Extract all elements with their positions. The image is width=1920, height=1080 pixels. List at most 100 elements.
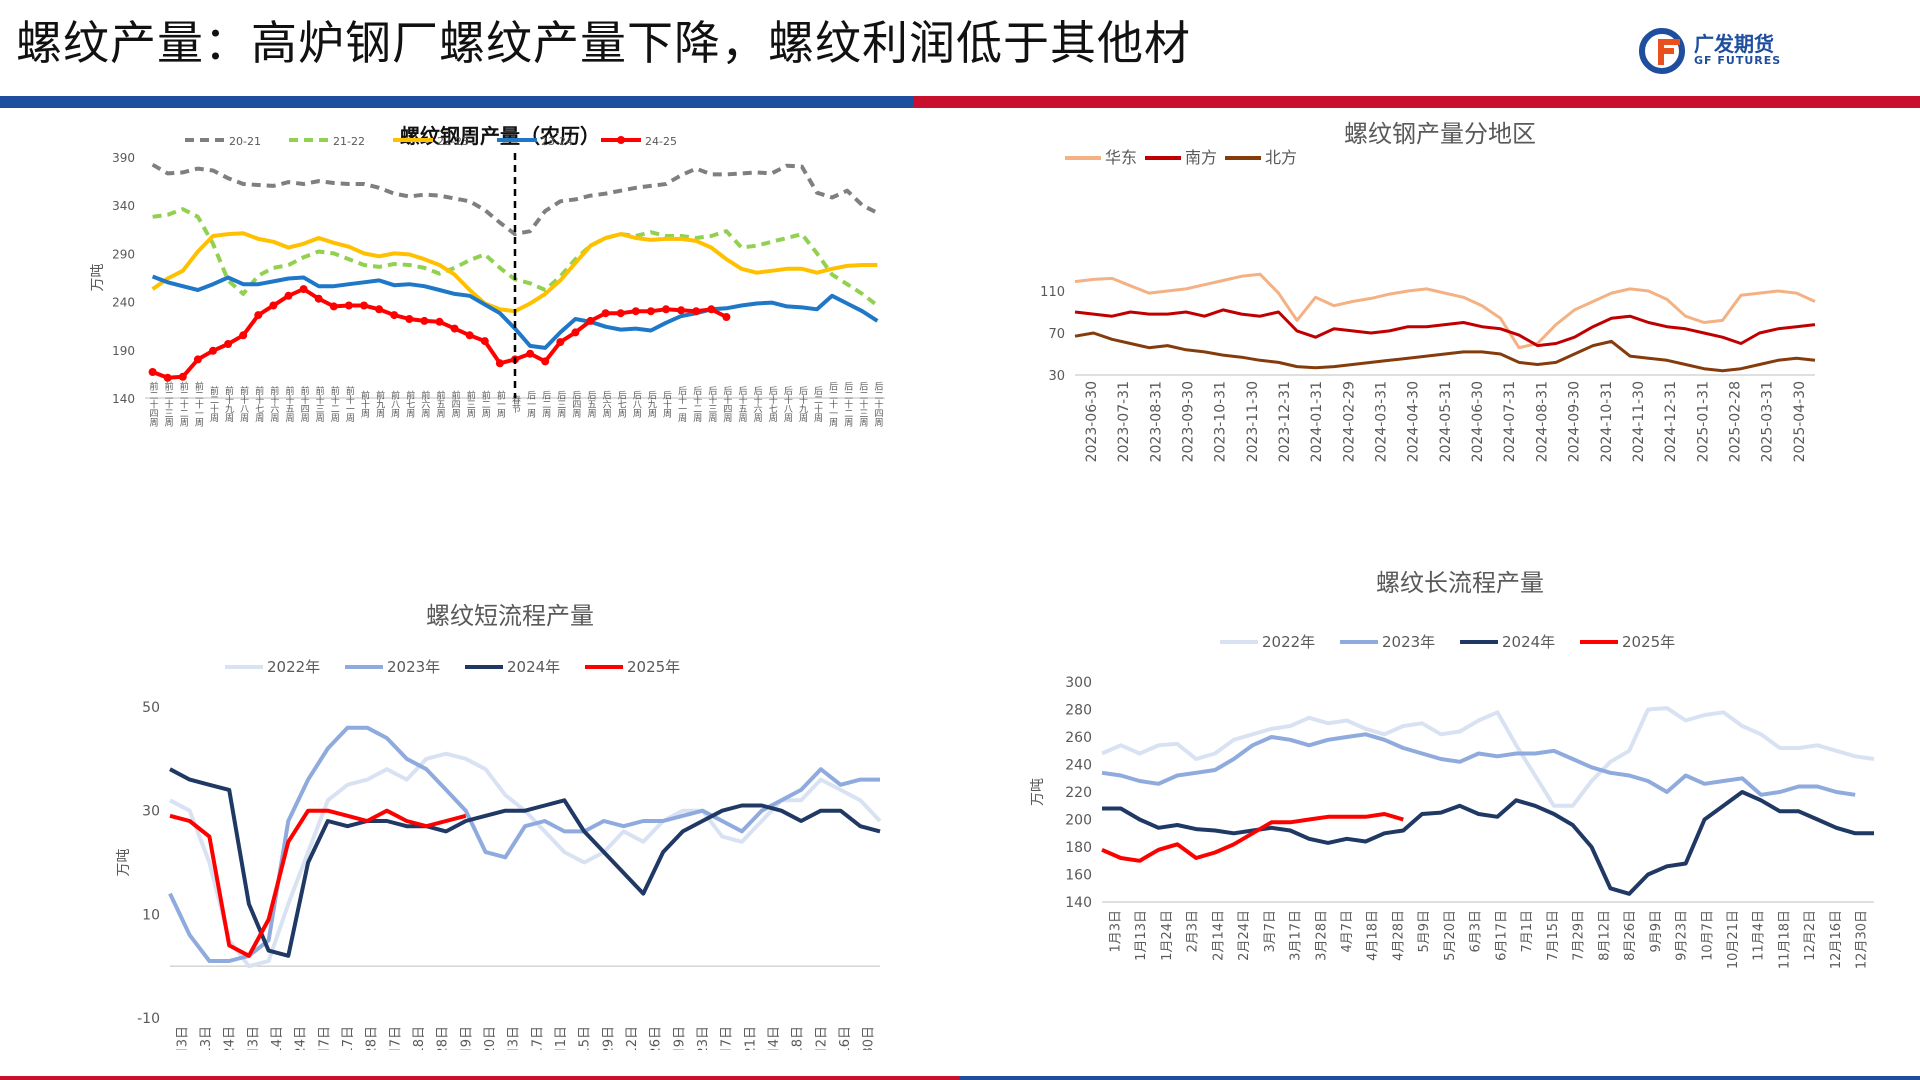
x-tick-label: 2024-11-30 [1631,381,1647,462]
x-tick-label: 前十周 [359,389,370,418]
x-tick-label: 后十三周 [706,386,717,423]
series-line [169,808,467,958]
data-point [163,373,172,382]
header-divider-blue [0,96,914,108]
legend-label: 2025年 [627,658,680,676]
x-tick-label: 1月24日 [1160,910,1175,961]
data-point [601,309,610,318]
y-axis-label: 万吨 [90,264,106,292]
legend-label: 21-22 [333,135,365,148]
gf-logo-icon [1639,28,1685,74]
x-tick-label: 12月2日 [814,1026,829,1050]
y-tick-label: 200 [1065,813,1092,829]
x-tick-label: 后二十三周 [857,381,868,427]
x-tick-label: 2024-05-31 [1438,381,1454,462]
x-tick-label: 前二十三周 [163,380,174,427]
x-tick-label: 后二十二周 [842,381,853,427]
series-line [1074,331,1816,373]
series-line [1102,790,1874,896]
data-point [254,311,263,320]
y-tick-label: 30 [1048,369,1065,384]
y-tick-label: 300 [1065,675,1092,691]
chart-eaf: 螺纹短流程产量 2022年 2023年 2024年 2025年 -10 10 30 50 万吨 1月… [116,602,882,1050]
x-tick-label: 前二周 [480,389,491,418]
data-point [269,301,278,310]
data-point [178,372,187,381]
x-tick-label: 前三周 [465,389,476,418]
x-tick-label: 2月14日 [1211,910,1226,961]
legend-label: 24-25 [645,135,677,148]
data-point [209,346,217,355]
x-tick-label: 6月3日 [1469,910,1484,953]
data-point [284,291,293,300]
x-tick-label: 1月3日 [175,1026,190,1050]
legend-label: 23-24 [541,135,573,148]
y-tick-label: 30 [142,804,160,820]
x-tick-label: 前九周 [374,389,385,418]
x-tick-label: 后十一周 [676,386,687,423]
x-tick-label: 12月30日 [1855,910,1870,969]
x-tick-label: 前十六周 [268,385,279,423]
data-point [344,301,353,310]
x-tick-label: 3月28日 [1314,910,1329,961]
x-tick-label: 4月7日 [1340,910,1355,953]
series-line [1074,272,1816,350]
x-tick-label: 后二周 [540,390,551,418]
x-tick-label: 9月9日 [1649,910,1664,953]
series-line [151,162,879,237]
x-tick-label: 2025-02-28 [1727,381,1743,462]
x-tick-label: 后十五周 [737,386,748,423]
x-tick-label: 10月7日 [720,1026,735,1050]
x-tick-label: 10月7日 [1700,910,1715,961]
x-tick-label: 2月24日 [294,1026,309,1050]
chart-bof: 螺纹长流程产量 2022年 2023年 2024年 2025年 140 160 180 200 2… [1030,569,1875,969]
x-tick-label: 前八周 [389,389,400,418]
x-tick-label: 10月21日 [1726,910,1741,969]
y-tick-label: 280 [1065,703,1092,719]
x-tick-label: 后十六周 [752,386,763,423]
x-tick-label: 后十周 [661,390,672,418]
x-tick-label: 1月3日 [1108,910,1123,953]
legend-label: 20-21 [229,135,261,148]
chart-title: 螺纹长流程产量 [1376,569,1544,597]
data-point [662,305,670,314]
x-tick-label: 3月17日 [341,1026,356,1050]
x-tick-label: 2月14日 [270,1026,285,1050]
x-tick-label: 2023-11-30 [1245,381,1261,462]
y-tick-label: 180 [1065,840,1092,856]
logo-text-en: GF FUTURES [1694,54,1782,67]
x-tick-label: 2024-10-31 [1599,381,1615,462]
x-tick-label: 前二十一周 [193,380,204,427]
x-tick-label: 2025-04-30 [1792,381,1808,462]
data-point [692,307,701,316]
x-tick-label: 后九周 [646,390,657,418]
x-tick-label: 8月26日 [1623,910,1638,961]
y-tick-label: 190 [112,344,135,358]
y-tick-label: 140 [112,392,135,406]
series-line [1101,732,1856,797]
x-tick-label: 后十四周 [721,386,732,423]
x-tick-label: 12月16日 [838,1026,853,1050]
x-tick-label: 前一周 [495,389,506,418]
x-tick-label: 后七周 [616,390,627,418]
y-tick-label: 340 [112,199,135,213]
data-point [465,331,474,340]
x-tick-label: 5月9日 [1417,910,1432,953]
x-tick-label: 9月23日 [1675,910,1690,961]
x-tick-label: 3月17日 [1289,910,1304,961]
legend-label: 22-23 [437,135,469,148]
y-tick-label: 10 [142,907,160,923]
x-tick-label: 3月7日 [317,1026,332,1050]
x-tick-label: 春节 [510,394,521,414]
y-tick-label: 220 [1065,785,1092,801]
data-point [646,307,655,316]
x-tick-label: 5月9日 [459,1026,474,1050]
x-tick-label: 前四周 [450,389,461,418]
x-tick-label: 前七周 [404,389,415,418]
data-point [480,337,489,346]
series-line [151,287,728,380]
data-point [722,313,731,321]
data-point [450,324,459,333]
chart-title: 螺纹短流程产量 [426,602,594,630]
